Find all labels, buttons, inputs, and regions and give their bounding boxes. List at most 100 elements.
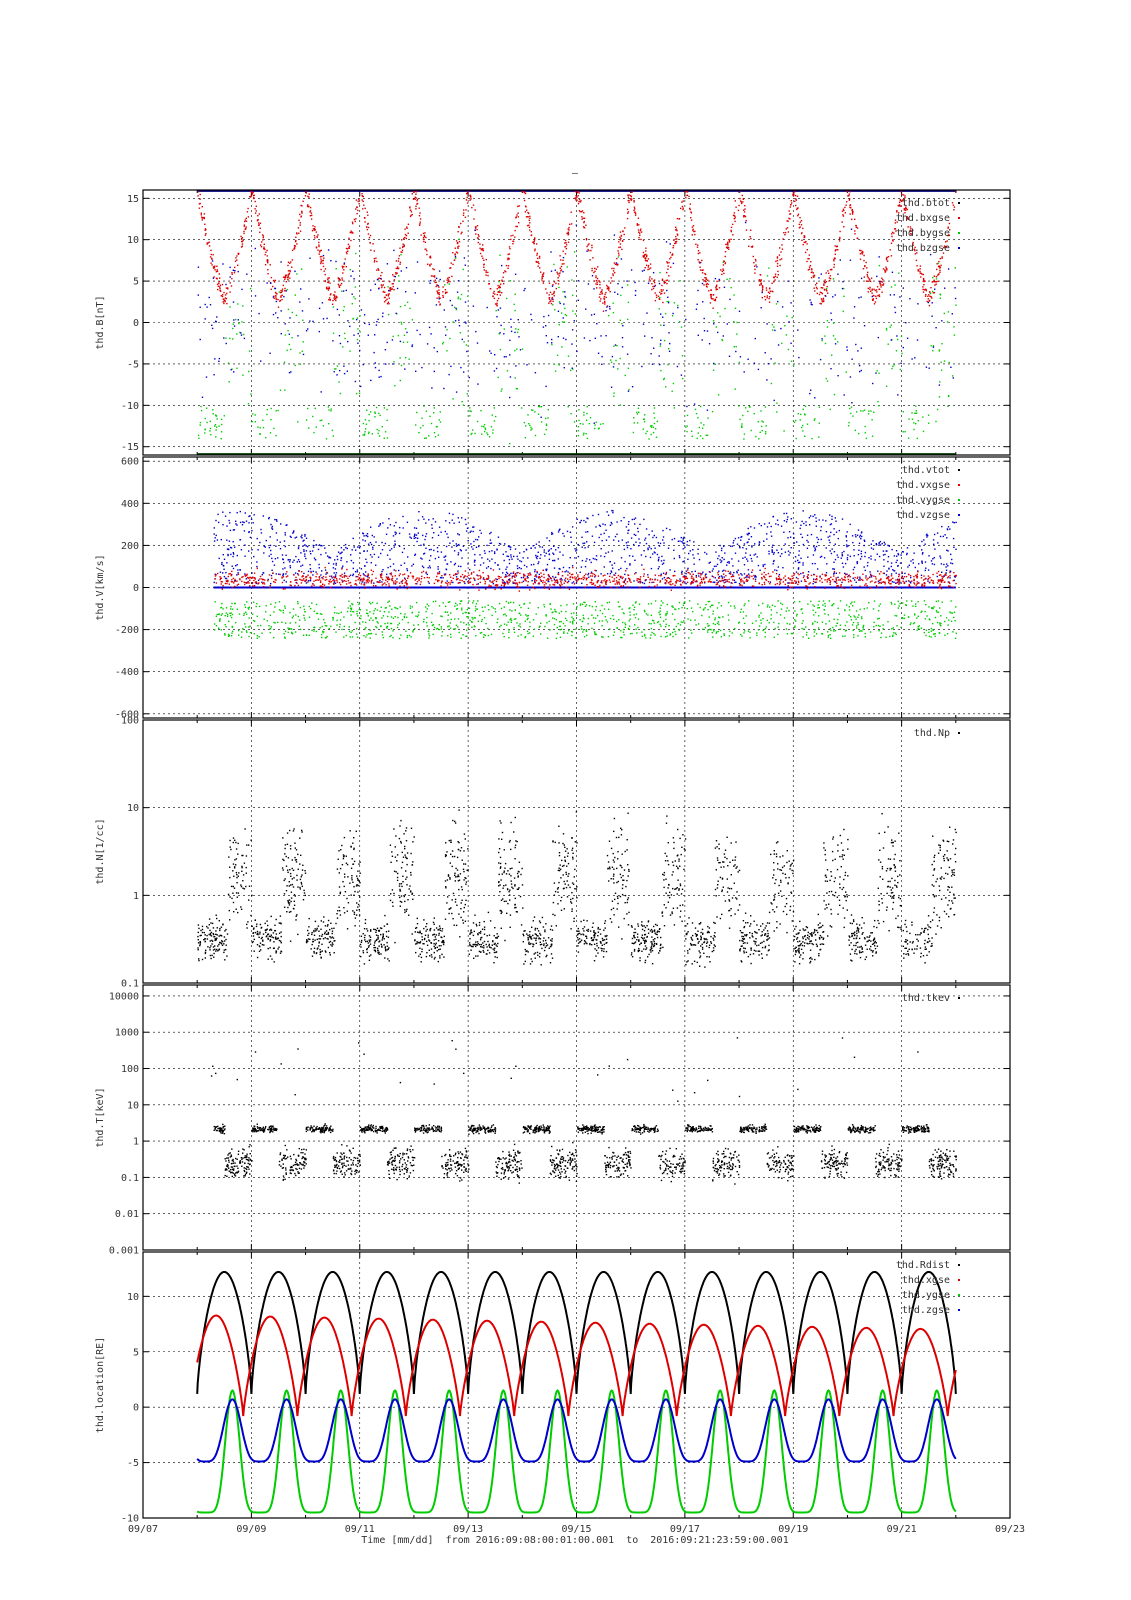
point-bygse <box>421 417 423 419</box>
point-bxgse <box>523 191 525 193</box>
point-vzgse <box>723 569 725 571</box>
point-vzgse <box>837 556 839 558</box>
point-bxgse <box>305 192 307 194</box>
point-bxgse <box>245 217 247 219</box>
point-bxgse <box>608 287 610 290</box>
point-vzgse <box>244 555 246 557</box>
point-bygse <box>585 419 588 421</box>
point-vzgse <box>304 533 306 536</box>
point-bxgse <box>455 240 458 242</box>
point-bygse <box>610 361 613 363</box>
point-bzgse <box>659 363 661 366</box>
point-bygse <box>616 345 618 347</box>
point-bzgse <box>472 305 475 307</box>
point-bxgse <box>536 243 538 245</box>
point-vzgse <box>951 558 953 561</box>
point-vzgse <box>698 575 700 577</box>
point-vzgse <box>360 568 363 570</box>
point-bzgse <box>611 355 614 358</box>
point-bxgse <box>776 259 779 262</box>
point-vxgse <box>723 586 725 588</box>
point-bygse <box>216 426 218 428</box>
point-vzgse <box>771 550 773 552</box>
point-vzgse <box>942 535 944 538</box>
point-bygse <box>210 433 212 436</box>
point-bygse <box>681 355 684 357</box>
point-bygse <box>400 321 402 324</box>
point-vzgse <box>726 561 729 564</box>
point-bygse <box>506 370 509 372</box>
point-bxgse <box>928 294 930 296</box>
point-vzgse <box>639 542 641 544</box>
point-bzgse <box>653 285 656 288</box>
point-bxgse <box>864 265 866 268</box>
point-vzgse <box>686 544 688 546</box>
point-bygse <box>742 414 744 417</box>
point-bzgse <box>706 409 709 411</box>
point-bxgse <box>317 249 319 251</box>
point-bygse <box>521 348 524 350</box>
point-bzgse <box>229 266 231 269</box>
point-bygse <box>793 421 796 423</box>
point-vzgse <box>484 552 486 554</box>
point-bygse <box>733 346 735 348</box>
point-bxgse <box>694 233 696 236</box>
point-bxgse <box>455 251 458 253</box>
point-bxgse <box>388 297 390 299</box>
point-vzgse <box>795 576 798 579</box>
point-bxgse <box>633 209 635 212</box>
point-bzgse <box>551 338 553 341</box>
point-vzgse <box>320 553 322 556</box>
point-vxgse <box>814 586 816 588</box>
point-bxgse <box>262 235 265 237</box>
point-bxgse <box>546 292 548 294</box>
point-bygse <box>607 314 610 317</box>
point-bxgse <box>245 226 247 228</box>
point-bygse <box>221 423 223 426</box>
point-vzgse <box>858 579 860 581</box>
point-bygse <box>297 421 299 423</box>
point-bxgse <box>494 293 496 295</box>
point-bxgse <box>517 216 519 218</box>
point-bxgse <box>611 280 613 282</box>
point-bxgse <box>317 234 319 236</box>
point-vzgse <box>371 556 373 558</box>
point-bygse <box>516 331 519 334</box>
point-bzgse <box>428 326 431 329</box>
point-bygse <box>765 425 767 427</box>
point-bxgse <box>266 255 268 257</box>
point-bxgse <box>507 253 509 256</box>
point-vzgse <box>626 544 628 547</box>
point-vzgse <box>633 518 635 520</box>
point-vzgse <box>616 533 618 535</box>
point-bxgse <box>638 236 640 239</box>
point-bxgse <box>201 216 203 218</box>
point-bxgse <box>229 291 231 293</box>
point-bxgse <box>274 279 277 282</box>
point-bygse <box>577 430 580 432</box>
point-bxgse <box>924 288 927 290</box>
point-bygse <box>646 430 648 433</box>
point-vzgse <box>461 517 463 519</box>
point-bygse <box>706 434 709 436</box>
point-vzgse <box>530 564 533 566</box>
point-vzgse <box>213 581 215 584</box>
point-bzgse <box>846 349 848 351</box>
point-bygse <box>554 370 557 372</box>
point-bxgse <box>224 301 226 303</box>
point-vzgse <box>536 557 538 560</box>
point-vzgse <box>604 524 606 526</box>
point-vzgse <box>262 572 264 574</box>
point-vzgse <box>795 521 798 523</box>
point-bxgse <box>726 247 729 249</box>
point-bxgse <box>846 201 848 203</box>
point-bzgse <box>280 333 282 335</box>
point-vzgse <box>600 573 602 575</box>
point-bxgse <box>631 191 633 193</box>
point-bxgse <box>748 245 750 247</box>
point-bxgse <box>287 277 289 279</box>
point-vzgse <box>936 575 938 578</box>
point-bxgse <box>403 245 405 248</box>
point-bxgse <box>779 247 781 249</box>
point-vzgse <box>603 532 605 535</box>
